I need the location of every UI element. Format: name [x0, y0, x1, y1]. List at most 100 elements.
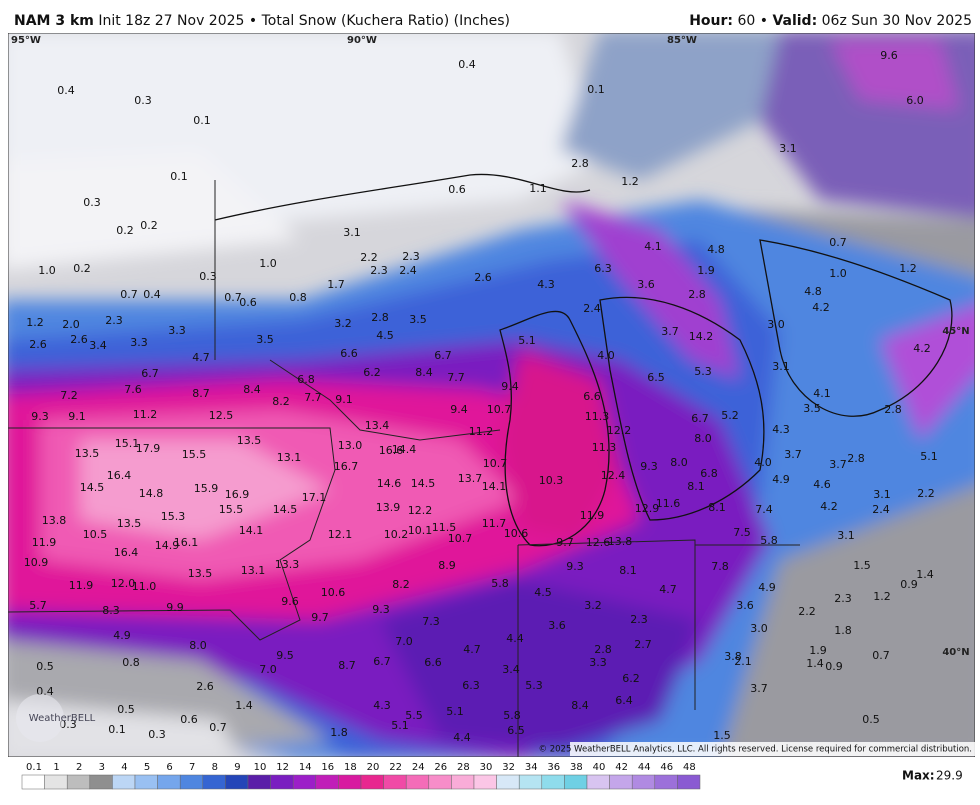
snow-label: 5.1 [518, 334, 536, 347]
colorbar-swatch [609, 774, 633, 790]
snow-label: 0.9 [825, 660, 843, 673]
colorbar-tick: 9 [234, 762, 240, 773]
colorbar-swatch [677, 774, 701, 790]
snow-label: 7.4 [755, 503, 773, 516]
colorbar-tick: 20 [367, 762, 380, 773]
snow-label: 3.1 [873, 488, 891, 501]
snow-label: 11.3 [585, 410, 610, 423]
snow-label: 6.7 [141, 367, 159, 380]
max-value: 29.9 [936, 769, 963, 783]
model: NAM 3 km [14, 13, 94, 29]
snow-label: 4.7 [659, 583, 677, 596]
snow-label: 12.1 [328, 528, 353, 541]
snow-label: 8.4 [243, 383, 261, 396]
snow-label: 3.6 [548, 619, 566, 632]
snow-label: 3.7 [750, 682, 768, 695]
snow-label: 2.4 [399, 264, 417, 277]
snow-label: 6.3 [594, 262, 612, 275]
logo-circle [16, 694, 64, 742]
colorbar-tick: 16 [321, 762, 334, 773]
snow-label: 1.4 [806, 657, 824, 670]
snow-label: 11.9 [580, 509, 605, 522]
snow-label: 10.7 [487, 403, 512, 416]
snow-label: 10.1 [408, 524, 433, 537]
geo-label: 95°W [11, 35, 41, 46]
colorbar: 0.1 1 2 3 4 5 6 7 8 9 10 12 14 16 18 20 22 24 26 28 30 32 34 36… [21, 762, 701, 790]
colorbar-tick: 28 [457, 762, 470, 773]
snow-label: 3.1 [779, 142, 797, 155]
snow-label: 0.1 [193, 114, 211, 127]
snow-label: 1.9 [697, 264, 715, 277]
snow-label: 13.3 [275, 558, 300, 571]
colorbar-tick: 46 [660, 762, 673, 773]
snow-label: 15.5 [219, 503, 244, 516]
snow-label: 9.3 [640, 460, 658, 473]
snow-label: 4.8 [707, 243, 725, 256]
snow-label: 14.6 [377, 477, 402, 490]
snow-label: 6.4 [615, 694, 633, 707]
snow-label: 5.8 [491, 577, 509, 590]
snow-label: 11.9 [32, 536, 57, 549]
snow-label: 6.6 [583, 390, 601, 403]
colorbar-tick: 8 [212, 762, 218, 773]
snow-label: 6.7 [434, 349, 452, 362]
snow-label: 2.8 [594, 643, 612, 656]
snow-label: 2.2 [917, 487, 935, 500]
snow-label: 0.9 [900, 578, 918, 591]
colorbar-swatch [225, 774, 249, 790]
colorbar-swatch [360, 774, 384, 790]
snow-label: 0.5 [117, 703, 135, 716]
colorbar-swatch [586, 774, 610, 790]
snow-label: 1.9 [809, 644, 827, 657]
snow-label: 3.7 [784, 448, 802, 461]
hour-value: 60 • [737, 13, 768, 29]
snow-label: 2.8 [371, 311, 389, 324]
colorbar-swatch [44, 774, 68, 790]
snow-label: 4.9 [113, 629, 131, 642]
colorbar-tick: 1 [53, 762, 59, 773]
snow-label: 1.2 [621, 175, 639, 188]
snow-label: 16.4 [107, 469, 132, 482]
snow-label: 14.1 [482, 480, 507, 493]
snow-label: 2.8 [847, 452, 865, 465]
snow-label: 4.1 [644, 240, 662, 253]
snow-label: 1.8 [834, 624, 852, 637]
snow-label: 5.5 [405, 709, 423, 722]
snow-label: 3.4 [89, 339, 107, 352]
snow-label: 8.0 [670, 456, 688, 469]
snow-label: 4.5 [534, 586, 552, 599]
snow-label: 2.4 [583, 302, 601, 315]
snow-label: 1.4 [235, 699, 253, 712]
snow-label: 12.5 [209, 409, 234, 422]
snow-label: 12.2 [408, 504, 433, 517]
snow-label: 2.8 [571, 157, 589, 170]
colorbar-swatch [112, 774, 136, 790]
snow-label: 8.1 [708, 501, 726, 514]
snow-label: 4.9 [772, 473, 790, 486]
colorbar-tick: 34 [525, 762, 538, 773]
colorbar-swatch [247, 774, 271, 790]
colorbar-tick: 38 [570, 762, 583, 773]
snow-label: 13.5 [237, 434, 262, 447]
snow-label: 3.0 [767, 318, 785, 331]
snow-label: 7.2 [60, 389, 78, 402]
snow-label: 1.0 [259, 257, 277, 270]
snow-label: 9.1 [68, 410, 86, 423]
colorbar-tick: 10 [254, 762, 267, 773]
snow-label: 5.3 [525, 679, 543, 692]
header-left: NAM 3 km Init 18z 27 Nov 2025 • Total Sn… [14, 13, 510, 29]
snow-label: 16.9 [225, 488, 250, 501]
colorbar-swatch [270, 774, 294, 790]
snow-label: 9.7 [556, 536, 574, 549]
snow-label: 15.3 [161, 510, 186, 523]
snow-label: 0.7 [209, 721, 227, 734]
snow-label: 0.7 [872, 649, 890, 662]
map [8, 33, 975, 757]
snow-label: 3.1 [343, 226, 361, 239]
snow-label: 7.7 [304, 391, 322, 404]
snow-label: 8.4 [571, 699, 589, 712]
snow-label: 4.2 [913, 342, 931, 355]
snow-label: 10.2 [384, 528, 409, 541]
snow-label: 0.1 [170, 170, 188, 183]
